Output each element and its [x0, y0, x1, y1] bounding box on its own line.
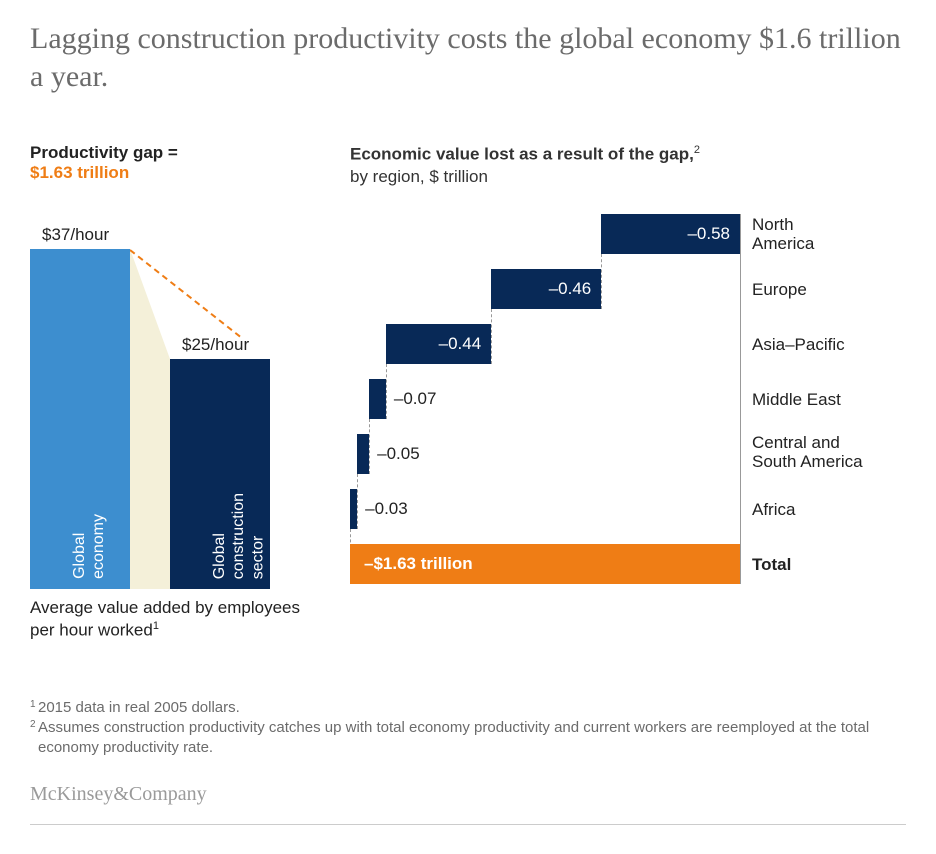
- brand-logo: McKinsey&Company: [30, 783, 906, 806]
- page-title: Lagging construction productivity costs …: [30, 20, 906, 95]
- footnote-1: 12015 data in real 2005 dollars.: [30, 698, 906, 718]
- footnotes: 12015 data in real 2005 dollars. 2Assume…: [30, 698, 906, 759]
- waterfall-value: –0.46: [549, 279, 592, 299]
- bar-global-construction: Globalconstructionsector: [170, 359, 270, 589]
- waterfall-label: Africa: [752, 500, 795, 520]
- waterfall-bars-area: –0.58 –0.46 –0.44 –0.07 –0.05 –0.03 –$1.63 tri…: [350, 214, 740, 594]
- waterfall-connector: [369, 419, 370, 474]
- waterfall-bar: [357, 434, 369, 474]
- waterfall-label: NorthAmerica: [752, 215, 814, 254]
- waterfall-total-label: Total: [752, 555, 791, 575]
- gap-value: $1.63 trillion: [30, 163, 320, 183]
- waterfall-value: –0.05: [377, 444, 420, 464]
- gap-fill: [130, 359, 170, 589]
- productivity-gap-panel: Productivity gap = $1.63 trillion $37/ho…: [30, 143, 320, 642]
- waterfall-label: Central andSouth America: [752, 433, 863, 472]
- waterfall-value: –0.44: [439, 334, 482, 354]
- bottom-rule: [30, 824, 906, 825]
- bar-chart-caption: Average value added by employees per hou…: [30, 597, 320, 642]
- waterfall-connector: [601, 254, 602, 309]
- waterfall-value: –0.03: [365, 499, 408, 519]
- bar-label-global: Globaleconomy: [70, 514, 108, 579]
- waterfall-title: Economic value lost as a result of the g…: [350, 143, 906, 188]
- waterfall-connector: [491, 309, 492, 364]
- waterfall-bar: [369, 379, 386, 419]
- waterfall-value: –0.07: [394, 389, 437, 409]
- waterfall-total-value: –$1.63 trillion: [364, 554, 473, 574]
- charts-container: Productivity gap = $1.63 trillion $37/ho…: [30, 143, 906, 642]
- waterfall-label: Middle East: [752, 390, 841, 410]
- waterfall-panel: Economic value lost as a result of the g…: [350, 143, 906, 642]
- bar-chart: $37/hour $25/hour Globaleconomy Globalco…: [30, 209, 270, 589]
- waterfall-label: Asia–Pacific: [752, 335, 845, 355]
- waterfall-chart: –0.58 –0.46 –0.44 –0.07 –0.05 –0.03 –$1.63 tri…: [350, 214, 906, 594]
- waterfall-value: –0.58: [687, 224, 730, 244]
- bar-label-construction: Globalconstructionsector: [210, 493, 268, 579]
- footnote-2: 2Assumes construction productivity catch…: [30, 718, 906, 759]
- bar-value-construction: $25/hour: [182, 335, 249, 355]
- waterfall-labels-area: NorthAmerica Europe Asia–Pacific Middle Eas…: [740, 214, 906, 594]
- gap-label: Productivity gap =: [30, 143, 320, 163]
- bar-value-global: $37/hour: [42, 225, 109, 245]
- waterfall-connector: [357, 474, 358, 529]
- waterfall-bar: [350, 489, 357, 529]
- bar-global-economy: Globaleconomy: [30, 249, 130, 589]
- waterfall-label: Europe: [752, 280, 807, 300]
- waterfall-connector: [386, 364, 387, 419]
